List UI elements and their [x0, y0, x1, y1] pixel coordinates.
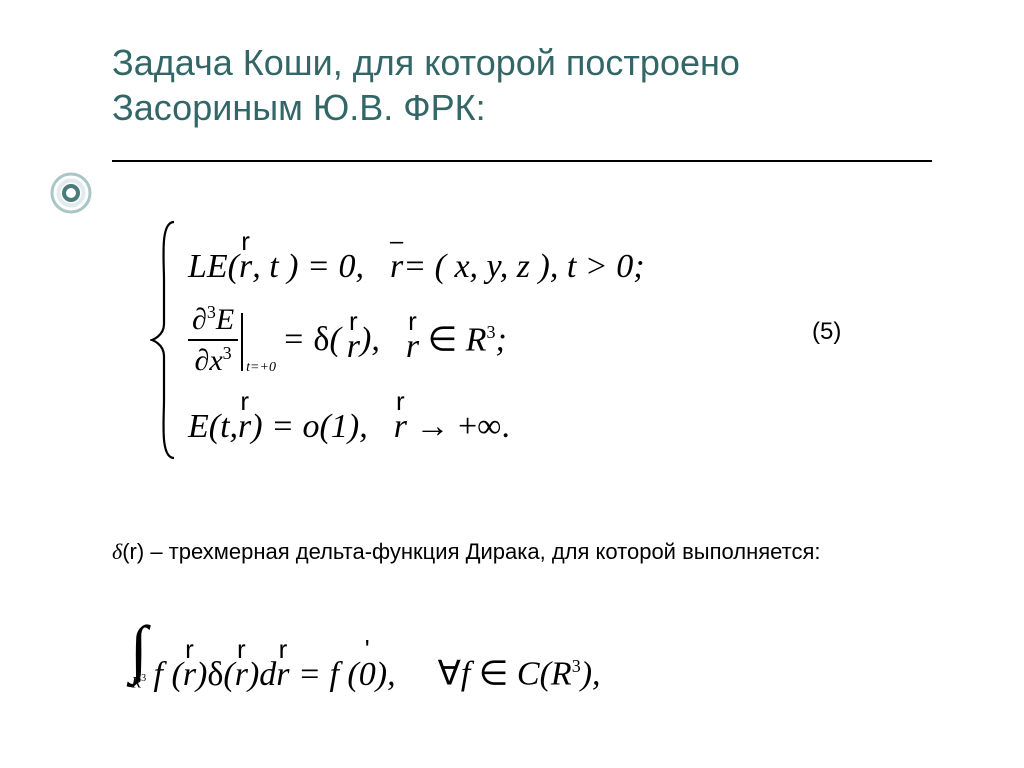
- eq2-r2-vec: r: [406, 316, 419, 364]
- eq3-r1-vec: r: [238, 396, 251, 444]
- int-rhs-close: ),: [376, 658, 396, 692]
- eq1-mid2: = ( x, y, z ), t > 0;: [403, 250, 644, 284]
- eq2-close1: ),: [360, 323, 380, 357]
- eq3-r2-vec: r: [394, 396, 407, 444]
- equation-line-3: E(t, r ) = o(1), r → +∞.: [188, 396, 645, 444]
- slide-title: Задача Коши, для которой построено Засор…: [112, 40, 932, 130]
- eq1-r1-vec: r: [239, 236, 252, 284]
- eq2-tail: ∈ R3;: [419, 323, 507, 357]
- eq1-prefix: LE(: [188, 250, 239, 284]
- int-mid2: )d: [248, 658, 276, 692]
- body-after-delta: (r) – трехмерная дельта-функция Дирака, …: [122, 539, 820, 564]
- int-r3-vec: r: [276, 644, 289, 692]
- int-mid1: )δ(: [196, 658, 235, 692]
- int-r1-vec: r: [183, 644, 196, 692]
- equation-line-2: ∂3E ∂x3 t=+0 = δ( r ), r ∈ R3;: [188, 303, 645, 377]
- eq3-prefix: E(t,: [188, 410, 238, 444]
- int-pre: f (: [154, 658, 183, 692]
- eq2-r1-vec: r: [347, 316, 360, 364]
- int-forall: ∀f ∈ C(R3),: [438, 657, 601, 691]
- integral-equation: ∫ R3 f ( r )δ( r )d r = f ( 0 ), ∀f ∈ C(…: [130, 622, 601, 692]
- eq3-mid1: ) = o(1),: [251, 410, 367, 444]
- eq1-r-bar: r: [390, 236, 403, 284]
- eq2-mid1: = δ(: [282, 323, 341, 357]
- int-r2-vec: r: [235, 644, 248, 692]
- left-brace-icon: [150, 220, 180, 460]
- title-text: Задача Коши, для которой построено Засор…: [112, 40, 932, 130]
- title-underline: [112, 160, 932, 162]
- equation-lines: LE( r , t ) = 0, r = ( x, y, z ), t > 0;…: [188, 220, 645, 460]
- delta-symbol: δ: [112, 539, 122, 564]
- eq3-tail: → +∞.: [407, 410, 510, 444]
- bullet-ring-icon: [50, 172, 92, 214]
- integral-sign-icon: ∫ R3: [130, 622, 148, 692]
- equation-line-1: LE( r , t ) = 0, r = ( x, y, z ), t > 0;: [188, 236, 645, 284]
- int-zero-prime: 0: [359, 644, 376, 692]
- body-paragraph: δ(r) – трехмерная дельта-функция Дирака,…: [112, 538, 932, 567]
- int-eq: = f (: [290, 658, 359, 692]
- eq1-mid1: , t ) = 0,: [252, 250, 364, 284]
- equation-number: (5): [812, 318, 841, 346]
- equation-system: LE( r , t ) = 0, r = ( x, y, z ), t > 0;…: [150, 220, 645, 460]
- eq2-eval-bar-icon: [241, 313, 243, 371]
- eq2-fraction: ∂3E ∂x3: [188, 303, 238, 377]
- eq2-subscript: t=+0: [246, 361, 276, 375]
